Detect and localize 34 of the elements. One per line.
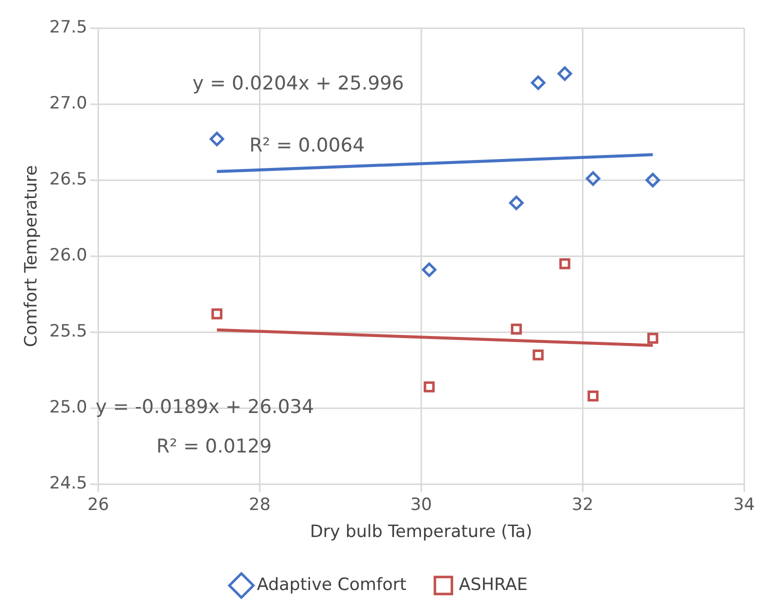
x-tick-label: 28 (248, 494, 271, 515)
point (586, 171, 600, 186)
x-tick-label: 30 (410, 494, 432, 515)
y-tick-label: 26.5 (49, 169, 88, 190)
legend-label: ASHRAE (458, 574, 528, 595)
point (530, 75, 546, 90)
annotation: y = 0.0204x + 25.996 (192, 72, 404, 95)
point (422, 262, 436, 278)
point (559, 258, 570, 270)
y-tick-label: 27.5 (49, 17, 88, 38)
point (424, 381, 435, 392)
y-tick-label: 26.0 (49, 246, 88, 266)
x-tick-label: 34 (733, 494, 755, 515)
y-tick-label: 27.0 (49, 93, 88, 114)
point (510, 324, 522, 335)
annotation: R² = 0.0129 (156, 436, 272, 458)
y-tick-label: 24.5 (49, 474, 88, 494)
point (509, 196, 524, 210)
point (210, 132, 224, 146)
point (588, 390, 599, 402)
annotation: y = -0.0189x + 26.034 (96, 396, 314, 418)
y-tick-label: 25.5 (49, 322, 88, 342)
point (532, 349, 544, 360)
annotation: R² = 0.0064 (249, 134, 365, 157)
point (647, 332, 658, 344)
point (558, 66, 572, 81)
x-axis-title: Dry bulb Temperature (Ta) (310, 522, 532, 542)
x-tick-label: 32 (572, 494, 594, 515)
y-tick-label: 25.0 (49, 398, 88, 418)
legend-label: Adaptive Comfort (256, 574, 407, 595)
x-tick-label: 26 (87, 494, 110, 515)
y-axis-title: Comfort Temperature (22, 165, 42, 348)
point (211, 308, 222, 320)
point (646, 172, 660, 188)
